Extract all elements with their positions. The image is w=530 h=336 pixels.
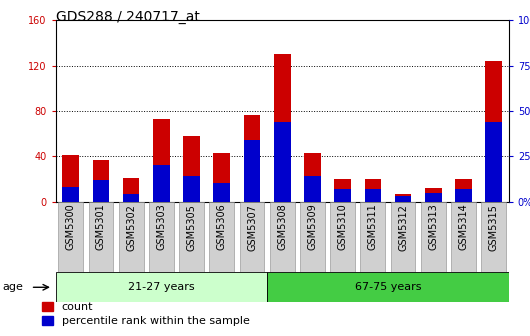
Bar: [304, 176, 321, 202]
Bar: [63, 187, 79, 202]
Bar: [214, 183, 230, 202]
FancyBboxPatch shape: [300, 202, 325, 272]
Text: GSM5309: GSM5309: [307, 204, 317, 250]
Text: GSM5314: GSM5314: [458, 204, 469, 250]
Bar: [183, 176, 200, 202]
Text: GSM5300: GSM5300: [66, 204, 76, 250]
Text: GSM5307: GSM5307: [247, 204, 257, 251]
FancyBboxPatch shape: [421, 202, 446, 272]
FancyBboxPatch shape: [209, 202, 234, 272]
Text: GSM5312: GSM5312: [398, 204, 408, 251]
Text: GSM5308: GSM5308: [277, 204, 287, 250]
Bar: [304, 153, 321, 202]
FancyBboxPatch shape: [240, 202, 264, 272]
Bar: [425, 188, 441, 202]
Text: GSM5313: GSM5313: [428, 204, 438, 250]
Bar: [485, 122, 502, 202]
FancyBboxPatch shape: [119, 202, 144, 272]
Bar: [395, 194, 411, 202]
Bar: [274, 122, 290, 202]
Text: GSM5306: GSM5306: [217, 204, 227, 250]
Text: GSM5303: GSM5303: [156, 204, 166, 250]
Bar: [63, 155, 79, 202]
Text: 21-27 years: 21-27 years: [128, 282, 195, 292]
Bar: [244, 116, 260, 202]
FancyBboxPatch shape: [360, 202, 385, 272]
FancyBboxPatch shape: [58, 202, 83, 272]
Text: GDS288 / 240717_at: GDS288 / 240717_at: [56, 10, 199, 24]
FancyBboxPatch shape: [89, 202, 113, 272]
Legend: count, percentile rank within the sample: count, percentile rank within the sample: [37, 297, 254, 330]
Bar: [214, 153, 230, 202]
Bar: [244, 140, 260, 202]
Text: GSM5301: GSM5301: [96, 204, 106, 250]
Bar: [153, 119, 170, 202]
Bar: [93, 160, 109, 202]
Text: GSM5315: GSM5315: [489, 204, 499, 251]
Bar: [365, 179, 381, 202]
FancyBboxPatch shape: [481, 202, 506, 272]
Bar: [485, 61, 502, 202]
Bar: [334, 179, 351, 202]
Bar: [153, 165, 170, 202]
FancyBboxPatch shape: [451, 202, 476, 272]
Bar: [455, 179, 472, 202]
FancyBboxPatch shape: [330, 202, 355, 272]
Bar: [267, 272, 509, 302]
FancyBboxPatch shape: [149, 202, 174, 272]
Bar: [334, 189, 351, 202]
Bar: [123, 178, 139, 202]
Bar: [56, 272, 267, 302]
Text: GSM5305: GSM5305: [187, 204, 197, 251]
Bar: [93, 180, 109, 202]
FancyBboxPatch shape: [270, 202, 295, 272]
FancyBboxPatch shape: [179, 202, 204, 272]
Bar: [395, 196, 411, 202]
Bar: [274, 54, 290, 202]
Bar: [455, 189, 472, 202]
Bar: [183, 136, 200, 202]
Text: GSM5310: GSM5310: [338, 204, 348, 250]
Text: 67-75 years: 67-75 years: [355, 282, 421, 292]
Text: age: age: [3, 282, 23, 292]
Text: GSM5311: GSM5311: [368, 204, 378, 250]
FancyBboxPatch shape: [391, 202, 416, 272]
Bar: [425, 193, 441, 202]
Bar: [365, 189, 381, 202]
Bar: [123, 194, 139, 202]
Text: GSM5302: GSM5302: [126, 204, 136, 251]
